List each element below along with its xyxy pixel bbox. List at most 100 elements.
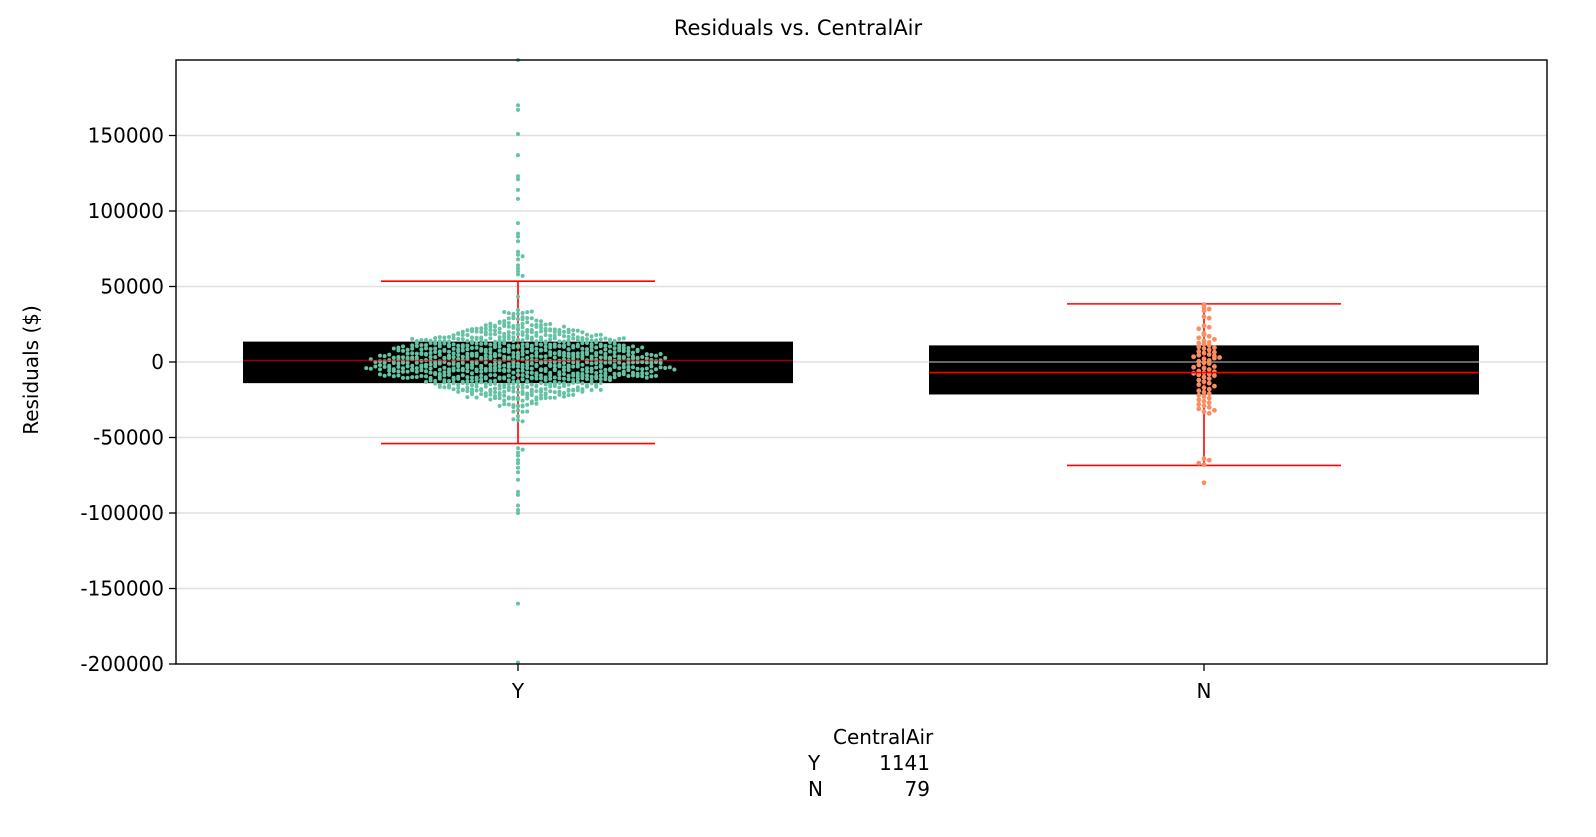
data-point xyxy=(529,370,534,375)
data-point xyxy=(548,333,553,338)
data-point xyxy=(626,368,631,373)
data-point xyxy=(410,368,415,373)
data-point xyxy=(433,381,438,386)
data-point xyxy=(378,353,382,358)
data-point xyxy=(520,330,525,335)
data-point xyxy=(516,266,520,271)
data-point xyxy=(520,338,525,343)
data-point xyxy=(414,366,419,371)
data-point xyxy=(580,381,585,386)
count-label: N xyxy=(808,777,823,801)
data-point xyxy=(520,352,525,357)
data-point xyxy=(520,365,525,370)
data-point xyxy=(433,339,438,344)
data-point xyxy=(1201,308,1207,314)
data-point xyxy=(562,372,566,377)
y-tick-label: -150000 xyxy=(80,577,164,601)
data-point xyxy=(635,373,640,378)
data-point xyxy=(493,328,497,333)
data-point xyxy=(529,353,534,358)
data-point xyxy=(414,344,419,349)
data-point xyxy=(520,377,525,382)
data-point xyxy=(419,338,424,343)
data-point xyxy=(424,343,428,348)
data-point xyxy=(1212,355,1217,361)
data-point xyxy=(474,335,479,340)
data-point xyxy=(603,373,608,378)
data-point xyxy=(405,347,410,352)
data-point xyxy=(502,368,507,373)
data-point xyxy=(502,331,507,336)
data-point xyxy=(410,355,415,360)
data-point xyxy=(552,336,557,341)
data-point xyxy=(548,345,553,350)
data-point xyxy=(506,333,511,338)
data-point xyxy=(640,355,645,360)
data-point xyxy=(516,294,520,299)
data-point xyxy=(378,372,382,377)
data-point xyxy=(497,383,502,388)
data-point xyxy=(493,373,497,378)
data-point xyxy=(612,341,617,346)
data-point xyxy=(516,395,520,400)
data-point xyxy=(617,366,622,371)
data-point xyxy=(1196,377,1202,383)
data-point xyxy=(654,367,658,372)
data-point xyxy=(566,382,571,387)
data-point xyxy=(506,368,511,373)
data-point xyxy=(562,365,566,370)
data-point xyxy=(552,342,557,347)
data-point xyxy=(585,340,589,345)
data-point xyxy=(1201,330,1207,336)
data-point xyxy=(479,388,484,393)
data-point xyxy=(511,330,516,335)
data-point xyxy=(525,333,530,338)
data-point xyxy=(571,343,576,348)
data-point xyxy=(405,355,410,360)
data-point xyxy=(516,380,520,385)
data-point xyxy=(488,350,493,355)
data-point xyxy=(640,345,645,350)
data-point xyxy=(456,362,461,367)
data-point xyxy=(589,374,594,379)
data-point xyxy=(1201,365,1207,371)
y-tick-label: 150000 xyxy=(88,124,164,148)
data-point xyxy=(382,364,387,369)
data-point xyxy=(520,382,525,387)
data-point xyxy=(644,375,649,380)
data-point xyxy=(437,335,442,340)
data-point xyxy=(502,310,507,315)
data-point xyxy=(433,349,438,354)
data-point xyxy=(520,325,525,330)
data-point xyxy=(598,342,603,347)
data-point xyxy=(539,323,543,328)
data-point xyxy=(589,342,594,347)
data-point xyxy=(566,377,571,382)
data-point xyxy=(479,373,484,378)
data-point xyxy=(649,369,654,374)
data-point xyxy=(1196,344,1202,350)
data-point xyxy=(594,384,599,389)
data-point xyxy=(529,366,534,371)
data-point xyxy=(516,408,520,413)
data-point xyxy=(470,351,474,356)
data-point xyxy=(575,362,580,367)
data-point xyxy=(529,309,534,314)
data-point xyxy=(405,360,410,365)
data-point xyxy=(594,376,599,381)
data-point xyxy=(506,336,511,341)
data-point xyxy=(1201,409,1207,415)
data-point xyxy=(511,389,516,394)
data-point xyxy=(447,385,451,390)
data-point xyxy=(437,342,442,347)
data-point xyxy=(410,346,415,351)
data-point xyxy=(631,344,635,349)
data-point xyxy=(474,381,479,386)
data-point xyxy=(1201,456,1207,462)
data-point xyxy=(428,350,433,355)
data-point xyxy=(539,381,543,386)
data-point xyxy=(516,196,520,201)
data-point xyxy=(1201,374,1207,380)
data-point xyxy=(589,381,594,386)
data-point xyxy=(1196,406,1202,412)
